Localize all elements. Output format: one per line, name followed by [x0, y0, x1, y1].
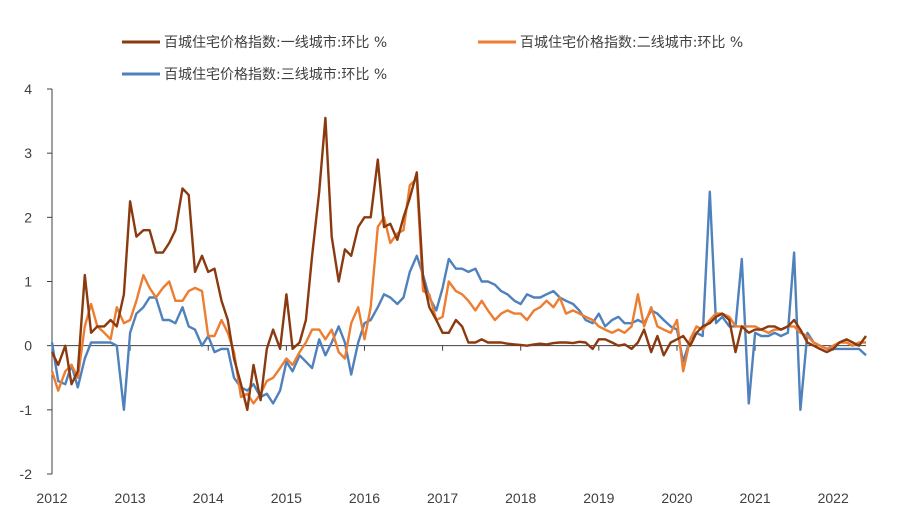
- y-tick-label: 2: [24, 209, 32, 225]
- y-tick-label: 1: [24, 274, 32, 290]
- x-tick-label: 2020: [661, 490, 692, 506]
- legend: 百城住宅价格指数:一线城市:环比 % 百城住宅价格指数:二线城市:环比 % 百城…: [122, 34, 743, 83]
- x-tick-label: 2019: [583, 490, 614, 506]
- x-tick-label: 2012: [36, 490, 67, 506]
- x-tick-label: 2018: [505, 490, 536, 506]
- series-line-tier2: [50, 177, 866, 405]
- y-tick-label: -2: [20, 466, 33, 482]
- x-tick-label: 2014: [193, 490, 224, 506]
- x-tick-label: 2022: [818, 490, 849, 506]
- y-tick-label: 4: [24, 81, 32, 97]
- legend-item-tier3: 百城住宅价格指数:三线城市:环比 %: [122, 66, 387, 83]
- x-tick-label: 2013: [115, 490, 146, 506]
- legend-item-tier2: 百城住宅价格指数:二线城市:环比 %: [478, 34, 743, 51]
- x-tick-label: 2021: [739, 490, 770, 506]
- axes: -2 -1 0 1 2 3 4 2012 2013 2014 2015 2016 2017 2018 201…: [20, 81, 866, 506]
- series-line-tier3: [50, 190, 867, 411]
- y-tick-label: -1: [20, 402, 33, 418]
- series-line-tier1: [50, 116, 867, 411]
- legend-label-tier1: 百城住宅价格指数:一线城市:环比 %: [164, 34, 387, 51]
- x-tick-label: 2017: [427, 490, 458, 506]
- plot-area: [50, 116, 867, 411]
- legend-label-tier3: 百城住宅价格指数:三线城市:环比 %: [164, 66, 387, 83]
- x-tick-label: 2016: [349, 490, 380, 506]
- legend-label-tier2: 百城住宅价格指数:二线城市:环比 %: [520, 34, 743, 51]
- y-tick-label: 3: [24, 145, 32, 161]
- x-tick-label: 2015: [271, 490, 302, 506]
- legend-item-tier1: 百城住宅价格指数:一线城市:环比 %: [122, 34, 387, 51]
- y-tick-label: 0: [24, 338, 32, 354]
